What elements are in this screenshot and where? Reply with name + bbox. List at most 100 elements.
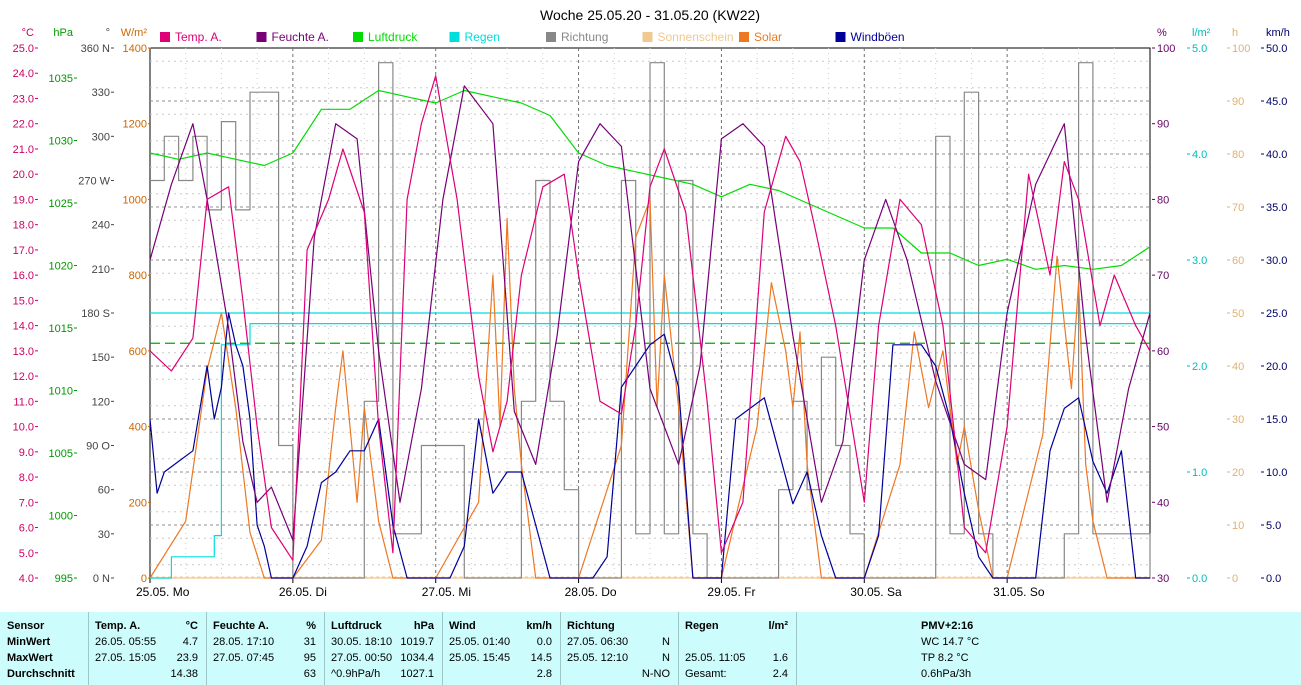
axis-unit-temp: °C [22,27,34,39]
tick-label-dir: 120 [92,396,110,408]
stats-rain-time: Gesamt: [685,668,727,680]
stats-pmv-header: PMV+2:16 [921,620,974,632]
chart-title: Woche 25.05.20 - 31.05.20 (KW22) [540,7,760,23]
tick-label-dir: 210 [92,264,110,276]
tick-label-hum: 60 [1157,346,1169,358]
x-tick-label: 26.05. Di [279,585,327,599]
stats-wind-time: 25.05. 01:40 [449,636,511,648]
tick-label-sun: 50 [1232,308,1244,320]
stats-press-value: 1027.1 [400,668,434,680]
tick-label-press: 1015 [49,323,73,335]
tick-label-dir: 360 N [81,43,110,55]
tick-label-wind: 50.0 [1266,43,1287,55]
tick-label-temp: 7.0 [19,497,34,509]
tick-label-temp: 10.0 [13,422,34,434]
stats-rain-value: 2.4 [772,668,788,680]
stats-pmv-tp: TP 8.2 °C [921,652,969,664]
stats-col-pressure: Luftdruck hPa 30.05. 18:10 1019.7 27.05. 00:… [324,612,442,685]
stats-wind-unit: km/h [526,620,552,632]
tick-label-temp: 25.0 [13,43,34,55]
tick-label-temp: 8.0 [19,472,34,484]
stats-dir-value: N-NO [641,668,670,680]
legend-label: Solar [754,30,782,44]
tick-label-sun: 70 [1232,202,1244,214]
x-axis: 25.05. Mo 26.05. Di 27.05. Mi 28.05. Do 29.0… [136,578,1045,599]
series-line-temp [149,75,1151,561]
stats-temp-value: 14.38 [170,668,198,680]
tick-label-sun: 90 [1232,96,1244,108]
legend-label: Sonnenschein [658,30,734,44]
tick-label-wind: 10.0 [1266,467,1287,479]
tick-label-temp: 4.0 [19,573,34,585]
tick-label-solar: 1400 [123,43,147,55]
tick-label-press: 1035 [49,73,73,85]
stats-wind-header: Wind [449,620,476,632]
tick-label-temp: 14.0 [13,321,34,333]
tick-label-dir: 60 [98,485,110,497]
tick-label-temp: 19.0 [13,194,34,206]
legend-label: Richtung [561,30,608,44]
tick-label-press: 1025 [49,198,73,210]
legend-label: Regen [465,30,500,44]
stats-row-min: MinWert [7,636,51,648]
left-axes: 25.0 24.0 23.0 22.0 21.0 20.0 19.0 18.0 17.0 16.0… [13,43,151,585]
tick-label-hum: 80 [1157,194,1169,206]
stats-press-time: ^0.9hPa/h [331,668,381,680]
stats-temp-time: 26.05. 05:55 [95,636,157,648]
tick-label-solar: 200 [129,497,147,509]
stats-hum-header: Feuchte A. [213,620,269,632]
tick-label-wind: 20.0 [1266,361,1287,373]
tick-label-temp: 15.0 [13,295,34,307]
chart-legend: Temp. A. Feuchte A. Luftdruck Regen Richtung… [160,30,905,44]
stats-rain-header: Regen [685,620,719,632]
legend-label: Feuchte A. [272,30,329,44]
x-tick-label: 28.05. Do [565,585,617,599]
stats-dir-value: N [662,652,670,664]
tick-label-wind: 30.0 [1266,255,1287,267]
tick-label-wind: 40.0 [1266,149,1287,161]
legend-label: Temp. A. [175,30,222,44]
tick-label-rain: 1.0 [1192,467,1207,479]
tick-label-wind: 25.0 [1266,308,1287,320]
tick-label-rain: 4.0 [1192,149,1207,161]
axis-unit-solar: W/m² [121,27,148,39]
tick-label-dir: 240 [92,220,110,232]
stats-wind-value: 2.8 [536,668,552,680]
stats-press-unit: hPa [413,620,434,632]
tick-label-rain: 0.0 [1192,573,1207,585]
stats-hum-time: 28.05. 17:10 [213,636,275,648]
legend-label: Windböen [851,30,905,44]
tick-label-temp: 6.0 [19,523,34,535]
tick-label-solar: 1200 [123,119,147,131]
x-tick-label: 31.05. So [993,585,1045,599]
tick-label-wind: 0.0 [1266,573,1281,585]
stats-pmv-wc: WC 14.7 °C [921,636,980,648]
tick-label-press: 1010 [49,386,73,398]
axis-unit-hum: % [1157,27,1167,39]
stats-dir-value: N [662,636,670,648]
statistics-table: Sensor MinWert MaxWert Durchschnitt Temp… [0,612,1301,685]
tick-label-dir: 0 N [93,573,110,585]
x-tick-label: 30.05. Sa [850,585,902,599]
tick-label-sun: 40 [1232,361,1244,373]
stats-row-max: MaxWert [7,652,53,664]
stats-sensor-header: Sensor [7,620,45,632]
tick-label-dir: 180 S [81,308,110,320]
stats-col-rain: Regen l/m² 25.05. 11:05 1.6 Gesamt: 2.4 [678,612,796,685]
tick-label-temp: 9.0 [19,447,34,459]
axis-unit-wind: km/h [1266,27,1290,39]
stats-temp-time: 27.05. 15:05 [95,652,157,664]
legend-label: Luftdruck [368,30,418,44]
series-line-dir [150,62,1151,579]
legend-swatch [353,32,363,42]
tick-label-temp: 16.0 [13,270,34,282]
tick-label-hum: 100 [1157,43,1175,55]
tick-label-wind: 5.0 [1266,520,1281,532]
stats-press-time: 27.05. 00:50 [331,652,393,664]
tick-label-sun: 60 [1232,255,1244,267]
stats-col-humidity: Feuchte A.% 28.05. 17:10 31 27.05. 07:45 95 6… [206,612,324,685]
right-axes: 100908070605040305.04.03.02.01.00.010090… [1152,43,1287,585]
weather-chart: Woche 25.05.20 - 31.05.20 (KW22) Temp. A… [12,7,1290,599]
tick-label-dir: 150 [92,352,110,364]
tick-label-hum: 40 [1157,497,1169,509]
